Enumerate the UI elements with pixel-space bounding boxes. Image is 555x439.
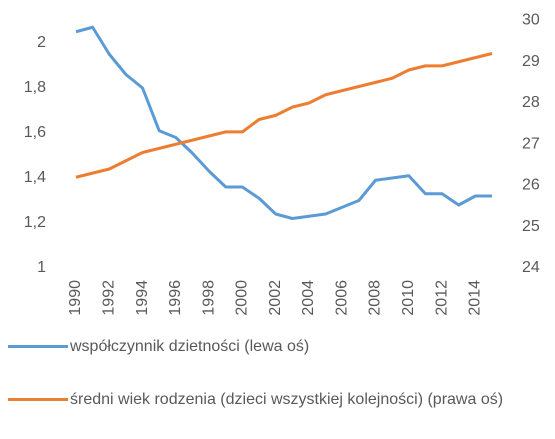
y2-tick-label: 25 <box>522 218 540 235</box>
y2-tick-label: 28 <box>522 94 540 111</box>
x-tick-label: 1996 <box>167 280 184 316</box>
x-tick-label: 1990 <box>67 280 84 316</box>
y-tick-label: 2 <box>37 34 46 51</box>
y-tick-label: 1 <box>37 259 46 276</box>
legend-label: współczynnik dzietności (lewa oś) <box>70 338 310 355</box>
line <box>75 52 493 179</box>
legend-item: średni wiek rodzenia (dzieci wszystkiej … <box>8 388 553 412</box>
y2-tick-label: 30 <box>522 12 540 29</box>
x-tick-label: 1998 <box>200 280 217 316</box>
x-tick-label: 2004 <box>300 280 317 316</box>
legend-label: średni wiek rodzenia (dzieci wszystkiej … <box>70 391 504 408</box>
y-tick-label: 1,4 <box>24 169 46 186</box>
y2-tick-label: 27 <box>522 135 540 152</box>
y-tick-label: 1,6 <box>24 124 46 141</box>
y2-tick-label: 26 <box>522 177 540 194</box>
x-tick-label: 1994 <box>134 280 151 316</box>
x-tick-label: 2014 <box>467 280 484 316</box>
y-tick-label: 1,2 <box>24 214 46 231</box>
x-tick-label: 2008 <box>367 280 384 316</box>
y2-tick-label: 29 <box>522 53 540 70</box>
plot: 1 1,2 1,4 1,6 1,8 2 24 25 26 27 28 29 30 1990 1992 1994… <box>24 12 540 316</box>
x-tick-label: 2002 <box>267 280 284 316</box>
x-tick-label: 2006 <box>333 280 350 316</box>
x-tick-label: 1992 <box>100 280 117 316</box>
y-tick-label: 1,8 <box>24 79 46 96</box>
x-tick-label: 2012 <box>433 280 450 316</box>
y2-tick-label: 24 <box>522 259 540 276</box>
line <box>75 25 492 220</box>
x-tick-label: 2000 <box>234 280 251 316</box>
legend-swatch <box>8 345 68 349</box>
x-tick-label: 2010 <box>400 280 417 316</box>
legend-swatch <box>8 398 68 402</box>
legend-item: współczynnik dzietności (lewa oś) <box>8 335 553 359</box>
